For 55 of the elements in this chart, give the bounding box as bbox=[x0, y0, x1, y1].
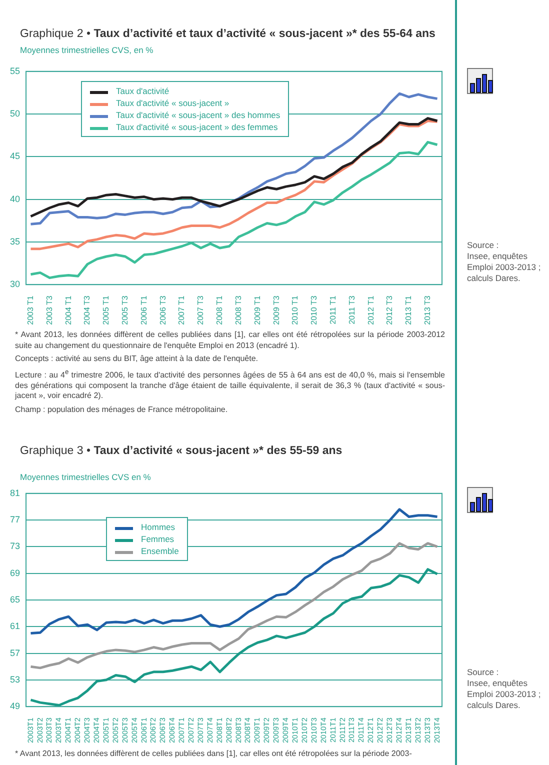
x-tick-label: 2012 T1 bbox=[366, 295, 376, 325]
text: Concepts : activité au sens du BIT, âge atteint à la date de l'enquête. bbox=[15, 354, 260, 364]
legend-label: Femmes bbox=[140, 533, 176, 546]
x-tick-label: 2008 T1 bbox=[215, 295, 224, 325]
legend-label: Taux d'activité « sous-jacent » des hommes bbox=[115, 109, 280, 122]
x-tick-label: 2013 T1 bbox=[404, 295, 414, 325]
x-tick-label: 2007 T3 bbox=[196, 295, 206, 325]
y-tick-label: 30 bbox=[10, 279, 20, 290]
source-note: Source : Insee, enquêtes Emploi 2003-2013 ; calculs Dares. bbox=[467, 240, 542, 284]
x-tick-label: 2004 T3 bbox=[82, 295, 92, 325]
x-tick-label: 2010 T1 bbox=[290, 295, 300, 325]
text: * Avant 2013, les données diffèrent de celles publiées dans [1], car elles ont été rétropolées sur la période 2003- bbox=[15, 749, 413, 760]
x-tick-label: 2003 T1 bbox=[26, 295, 35, 325]
x-tick-label: 2004 T1 bbox=[64, 295, 73, 325]
chart-title: Graphique 3 • Taux d’activité « sous-jacent »* des 55-59 ans bbox=[20, 445, 342, 457]
x-tick-label: 2006 T3 bbox=[158, 295, 168, 325]
x-tick-label: 2006 T1 bbox=[139, 295, 148, 325]
y-tick-label: 69 bbox=[10, 568, 20, 578]
x-tick-label: 2005 T3 bbox=[120, 295, 130, 325]
x-tick-label: 2011 T1 bbox=[328, 295, 338, 324]
y-tick-label: 40 bbox=[10, 194, 20, 204]
x-tick-label: 2013 T3 bbox=[423, 295, 432, 325]
text: Lecture : au 4$^{e}$ trimestre 2006, le taux d'activité des personnes âgées de 55 à 64 ans est de 40,0 %, mais si l'ensemble des générations qui composent la tranche d'âge étaient de taille équivalente, il serait de 36,3 % (taux d'activité « sous-jacent », voir encadré 2). bbox=[15, 368, 446, 402]
x-tick-label: 2005 T1 bbox=[102, 295, 111, 325]
chart-title: Graphique 2 • Taux d’activité et taux d’activité « sous-jacent »* des 55-64 ans bbox=[20, 28, 436, 40]
y-tick-label: 50 bbox=[10, 108, 20, 119]
y-tick-label: 65 bbox=[10, 594, 20, 604]
y-tick-label: 53 bbox=[10, 674, 20, 684]
y-tick-label: 73 bbox=[10, 541, 20, 552]
x-tick-label: 2007 T1 bbox=[177, 295, 186, 325]
x-tick-label: 2010 T3 bbox=[310, 295, 319, 325]
x-tick-label: 2009 T3 bbox=[272, 295, 281, 325]
x-tick-label: 2011 T3 bbox=[347, 295, 356, 324]
x-tick-label: 2012 T3 bbox=[385, 295, 394, 325]
y-tick-label: 61 bbox=[10, 621, 20, 632]
x-tick-label: 2009 T1 bbox=[252, 295, 262, 325]
legend-label: Hommes bbox=[140, 521, 176, 534]
legend-label: Taux d'activité « sous-jacent » bbox=[115, 97, 230, 110]
text: Champ : population des ménages de France métropolitaine. bbox=[15, 404, 229, 416]
legend-label: Taux d'activité bbox=[115, 85, 170, 98]
x-tick-label: 2003 T3 bbox=[44, 295, 54, 325]
y-tick-label: 81 bbox=[10, 488, 20, 498]
y-tick-label: 49 bbox=[10, 701, 20, 712]
y-tick-label: 57 bbox=[10, 648, 20, 658]
y-tick-label: 35 bbox=[10, 236, 20, 246]
text: * Avant 2013, les données diffèrent de celles publiées dans [1], car elles ont été rétropolées sur la période 2003-2012 suite au changement du questionnaire de l'enquête Emploi en 2013 (encadré 1). bbox=[15, 330, 445, 351]
y-tick-label: 77 bbox=[10, 514, 20, 525]
legend-label: Ensemble bbox=[140, 545, 179, 558]
chart-subtitle: Moyennes trimestrielles CVS, en % bbox=[20, 45, 154, 55]
y-tick-label: 45 bbox=[10, 151, 20, 162]
x-tick-label: 2008 T3 bbox=[234, 295, 243, 325]
source-note: Source : Insee, enquêtes Emploi 2003-2013 ; calculs Dares. bbox=[467, 667, 542, 711]
y-tick-label: 55 bbox=[10, 66, 20, 76]
legend-label: Taux d'activité « sous-jacent » des femmes bbox=[115, 121, 279, 134]
chart-subtitle: Moyennes trimestrielles CVS en % bbox=[20, 472, 151, 482]
